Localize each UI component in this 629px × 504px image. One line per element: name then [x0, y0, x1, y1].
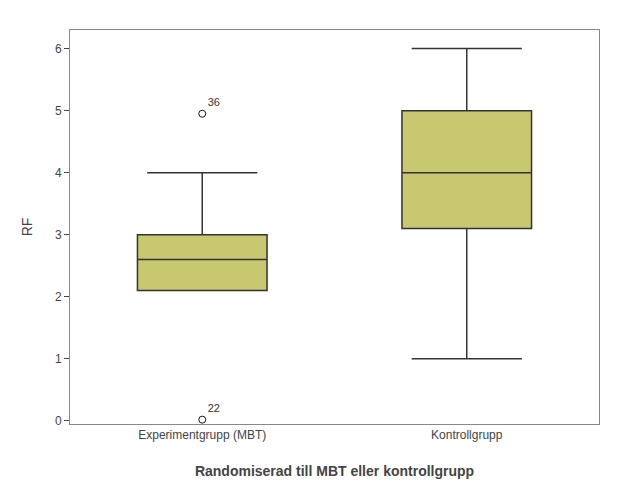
svg-text:6: 6 [55, 42, 62, 56]
svg-text:0: 0 [55, 414, 62, 428]
svg-text:3: 3 [55, 228, 62, 242]
svg-text:5: 5 [55, 104, 62, 118]
svg-text:36: 36 [208, 96, 220, 108]
svg-text:Randomiserad till MBT eller ko: Randomiserad till MBT eller kontrollgrup… [195, 463, 474, 479]
svg-text:1: 1 [55, 352, 62, 366]
svg-text:RF: RF [19, 218, 35, 237]
svg-text:22: 22 [208, 402, 220, 414]
svg-text:Kontrollgrupp: Kontrollgrupp [431, 428, 503, 442]
svg-text:2: 2 [55, 290, 62, 304]
svg-text:4: 4 [55, 166, 62, 180]
svg-text:Experimentgrupp (MBT): Experimentgrupp (MBT) [138, 428, 266, 442]
